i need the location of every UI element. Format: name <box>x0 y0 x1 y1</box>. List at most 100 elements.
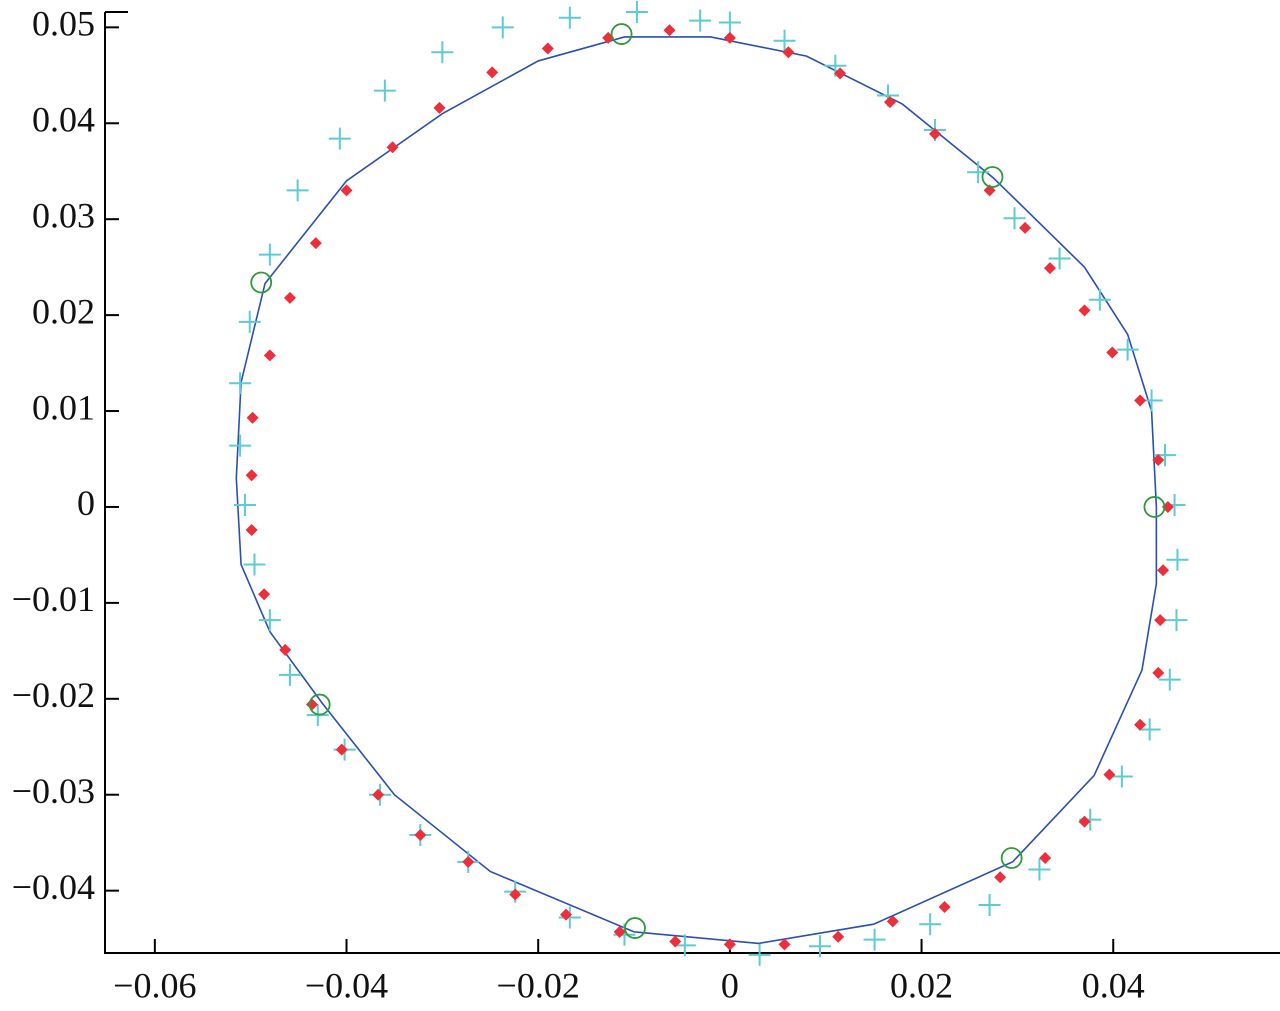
plus-marker <box>1165 609 1188 632</box>
dot-marker <box>335 743 348 756</box>
dot-marker <box>1039 852 1052 865</box>
dot-marker <box>778 938 791 951</box>
dot-marker <box>1134 718 1147 731</box>
plus-marker <box>233 494 256 517</box>
dot-marker <box>245 469 258 482</box>
plus-marker <box>286 179 309 202</box>
plus-marker <box>258 609 281 632</box>
dot-marker <box>832 930 845 943</box>
y-tick-label: −0.01 <box>12 579 95 619</box>
plus-marker <box>673 934 696 957</box>
plus-marker <box>978 894 1001 917</box>
plus-marker <box>491 16 514 39</box>
plus-marker <box>1003 207 1026 230</box>
plus-marker <box>1028 858 1051 881</box>
data-line <box>235 36 1158 945</box>
plus-marker <box>1048 247 1071 270</box>
y-tick-label: −0.02 <box>12 675 95 715</box>
plus-marker <box>373 79 396 102</box>
dot-marker <box>263 349 276 362</box>
plus-marker <box>431 41 454 64</box>
dot-marker <box>1078 815 1091 828</box>
dot-marker <box>928 127 941 140</box>
plus-marker <box>229 372 252 395</box>
dot-marker <box>1103 768 1116 781</box>
plus-marker <box>625 1 648 23</box>
dot-marker <box>279 643 292 656</box>
plus-marker <box>863 928 886 951</box>
plus-marker <box>748 943 771 966</box>
circle-marker <box>308 693 331 716</box>
dot-marker <box>1152 666 1165 679</box>
dot-marker <box>246 411 259 424</box>
dot-marker <box>386 141 399 154</box>
circle-marker <box>610 23 633 45</box>
dot-marker <box>782 46 795 59</box>
x-tick-label: −0.04 <box>305 965 388 1005</box>
dot-marker <box>1043 262 1056 275</box>
plus-marker <box>1138 718 1161 741</box>
dot-marker <box>723 938 736 951</box>
dot-marker <box>509 888 522 901</box>
dot-marker <box>283 291 296 304</box>
y-tick-label: −0.03 <box>12 771 95 811</box>
dot-marker <box>1019 221 1032 234</box>
x-tick-label: −0.06 <box>113 965 196 1005</box>
plus-marker <box>278 663 301 686</box>
dot-marker <box>669 935 682 948</box>
y-tick-label: −0.04 <box>12 867 95 907</box>
y-tick-label: 0.02 <box>32 291 95 331</box>
plus-marker <box>558 6 581 29</box>
x-tick-label: −0.02 <box>497 965 580 1005</box>
dot-marker <box>1152 453 1165 466</box>
plus-marker <box>558 906 581 929</box>
circle-marker <box>250 271 273 294</box>
dot-marker <box>883 96 896 109</box>
dot-marker <box>309 237 322 250</box>
dot-marker <box>414 829 427 842</box>
circle-marker <box>624 917 646 939</box>
dot-marker <box>938 900 951 913</box>
dot-marker <box>245 523 258 536</box>
plus-marker <box>689 9 712 32</box>
dot-marker <box>559 908 572 921</box>
dot-marker <box>258 588 271 601</box>
dot-marker <box>886 915 899 928</box>
dot-marker <box>994 871 1007 884</box>
plus-marker <box>1158 668 1181 691</box>
plus-marker <box>967 161 990 184</box>
circle-marker <box>1000 847 1023 869</box>
plus-marker <box>1110 765 1133 788</box>
plus-marker <box>1116 338 1139 361</box>
plus-marker <box>328 127 351 150</box>
dot-marker <box>486 66 499 79</box>
y-tick-label: 0.05 <box>32 4 95 44</box>
dot-marker <box>834 67 847 80</box>
plus-marker <box>238 310 261 333</box>
plus-marker <box>243 553 266 576</box>
plus-marker <box>258 243 281 266</box>
plus-marker <box>773 29 796 52</box>
plus-marker <box>229 434 252 457</box>
dot-marker <box>306 698 319 711</box>
dot-marker <box>613 925 626 938</box>
dot-marker <box>340 184 353 197</box>
circle-marker <box>981 166 1004 188</box>
dot-marker <box>462 855 475 868</box>
y-tick-label: 0.04 <box>32 100 95 140</box>
y-tick-label: 0.01 <box>32 387 95 427</box>
dot-marker <box>541 42 554 55</box>
plus-marker <box>1088 288 1111 311</box>
dot-marker <box>723 31 736 44</box>
x-tick-label: 0 <box>721 965 739 1005</box>
x-tick-label: 0.04 <box>1082 965 1145 1005</box>
y-tick-label: 0 <box>77 483 95 523</box>
dot-marker <box>1154 614 1167 627</box>
circle-marker <box>1143 496 1166 518</box>
plus-marker <box>919 913 942 936</box>
x-tick-label: 0.02 <box>890 965 953 1005</box>
plus-marker <box>808 935 831 958</box>
dot-marker <box>433 101 446 114</box>
y-tick-label: 0.03 <box>32 195 95 235</box>
